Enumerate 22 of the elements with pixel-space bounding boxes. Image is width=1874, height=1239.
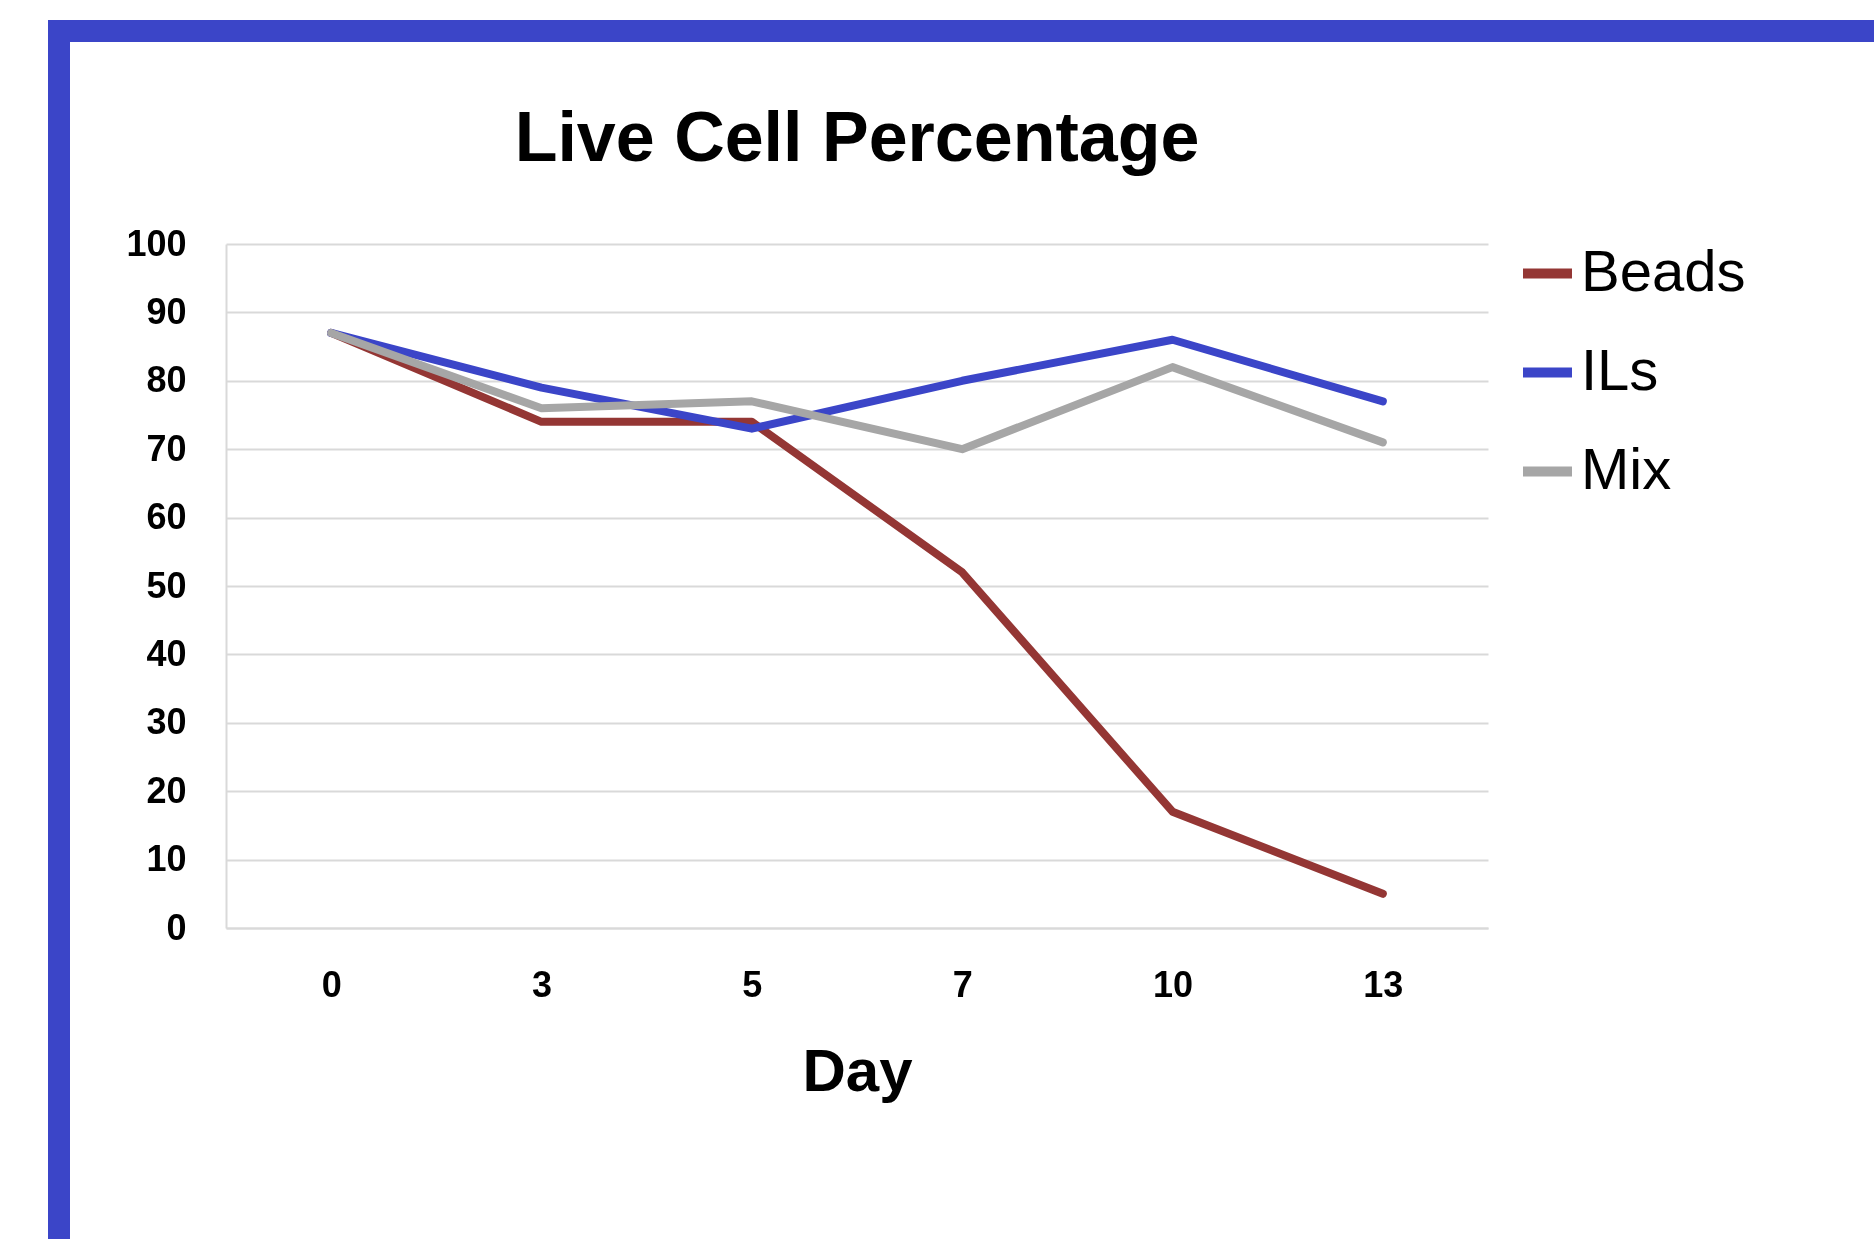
y-tick-label: 90 [146, 290, 187, 332]
y-tick-label: 30 [146, 701, 187, 743]
x-tick-label: 10 [1152, 963, 1194, 1005]
y-tick-label: 100 [126, 222, 187, 264]
y-tick-label: 20 [146, 769, 187, 811]
legend-label: ILs [1581, 336, 1659, 402]
y-tick-label: 0 [166, 906, 187, 948]
y-tick-label: 40 [146, 632, 187, 674]
x-tick-label: 13 [1363, 963, 1404, 1005]
y-tick-label: 50 [146, 564, 187, 606]
y-tick-label: 80 [146, 359, 187, 401]
x-tick-label: 0 [321, 963, 342, 1005]
y-tick-label: 60 [146, 496, 187, 538]
y-tick-label: 70 [146, 427, 187, 469]
legend-label: Mix [1581, 435, 1672, 501]
x-tick-label: 3 [531, 963, 553, 1005]
x-tick-label: 5 [742, 963, 763, 1005]
x-tick-label: 7 [952, 963, 973, 1005]
y-tick-label: 10 [146, 838, 187, 880]
legend-label: Beads [1581, 237, 1746, 303]
x-axis-title: Day [802, 1036, 914, 1104]
chart-title: Live Cell Percentage [514, 98, 1200, 176]
